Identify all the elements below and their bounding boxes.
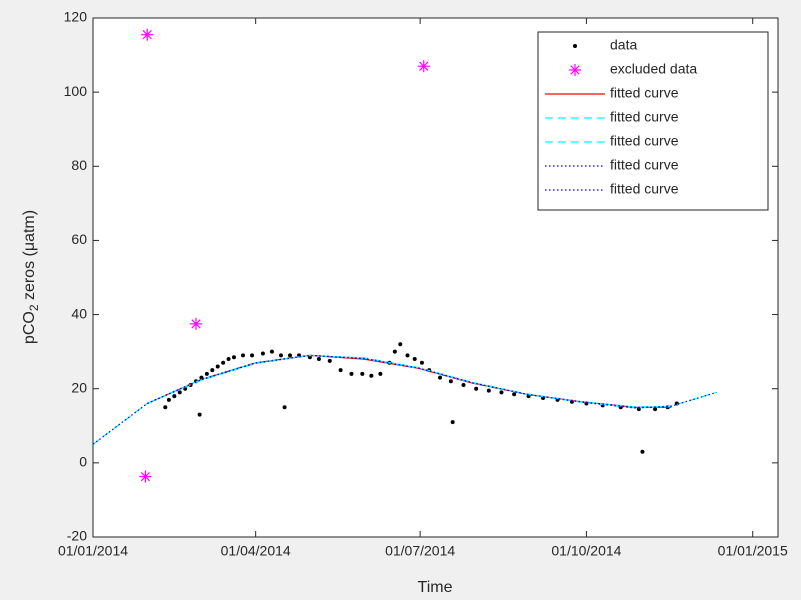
asterisk-marker <box>190 317 203 330</box>
data-point <box>474 386 479 391</box>
data-point <box>360 371 365 376</box>
y-tick-label: 40 <box>71 305 87 321</box>
data-point <box>438 375 443 380</box>
y-tick-label: 120 <box>64 9 88 25</box>
data-point <box>307 355 312 360</box>
data-point <box>210 368 215 373</box>
data-point <box>412 357 417 362</box>
legend-label: fitted curve <box>610 181 679 197</box>
y-label-main: pCO <box>21 311 38 344</box>
data-point <box>260 351 265 356</box>
asterisk-stroke <box>191 319 201 329</box>
data-point <box>448 379 453 384</box>
data-point <box>288 353 293 358</box>
data-point <box>640 449 645 454</box>
asterisk-marker <box>569 64 581 76</box>
data-point <box>369 373 374 378</box>
data-point <box>197 412 202 417</box>
data-point <box>378 371 383 376</box>
asterisk-stroke <box>142 30 152 40</box>
x-axis-label: Time <box>418 579 453 596</box>
data-point <box>419 360 424 365</box>
legend-marker <box>573 44 577 48</box>
data-point <box>278 353 283 358</box>
data-point <box>204 371 209 376</box>
data-point <box>163 405 168 410</box>
y-label-rest: zeros (μatm) <box>21 210 38 305</box>
legend-label: fitted curve <box>610 85 679 101</box>
x-tick-label: 01/04/2014 <box>221 543 291 559</box>
legend-label: fitted curve <box>610 109 679 125</box>
data-point <box>282 405 287 410</box>
data-point <box>486 388 491 393</box>
data-point <box>512 392 517 397</box>
asterisk-marker <box>141 28 154 41</box>
legend-box <box>537 31 769 211</box>
legend-label: fitted curve <box>610 157 679 173</box>
y-axis-label: pCO2 zeros (μatm) <box>21 210 41 344</box>
data-point <box>461 383 466 388</box>
data-point <box>231 355 236 360</box>
y-tick-label: 100 <box>64 83 88 99</box>
asterisk-stroke <box>419 61 429 71</box>
data-point <box>653 407 658 412</box>
x-tick-label: 01/01/2015 <box>718 543 788 559</box>
legend-label: excluded data <box>610 61 697 77</box>
data-point <box>316 357 321 362</box>
fitted-curve <box>92 354 717 445</box>
data-point <box>499 390 504 395</box>
x-tick-label: 01/07/2014 <box>385 543 455 559</box>
legend-label: data <box>610 37 637 53</box>
asterisk-marker <box>417 60 430 73</box>
asterisk-marker <box>139 470 152 483</box>
x-tick-label: 01/01/2014 <box>58 543 128 559</box>
data-point <box>269 349 274 354</box>
data-point <box>349 371 354 376</box>
y-label-sub: 2 <box>27 304 41 311</box>
data-point <box>250 353 255 358</box>
asterisk-stroke <box>140 471 151 482</box>
data-point <box>172 394 177 399</box>
y-tick-label: 80 <box>71 157 87 173</box>
x-tick-label: 01/10/2014 <box>551 543 621 559</box>
data-point <box>405 353 410 358</box>
data-point <box>226 357 231 362</box>
y-tick-label: -20 <box>67 528 87 544</box>
data-point <box>221 360 226 365</box>
y-tick-label: 0 <box>79 454 87 470</box>
data-point <box>241 353 246 358</box>
legend-label: fitted curve <box>610 133 679 149</box>
data-point <box>327 358 332 363</box>
data-point <box>450 420 455 425</box>
data-point <box>177 390 182 395</box>
data-point <box>166 397 171 402</box>
data-point <box>398 342 403 347</box>
y-tick-label: 20 <box>71 379 87 395</box>
data-point <box>392 349 397 354</box>
data-point <box>215 364 220 369</box>
asterisk-stroke <box>570 65 580 75</box>
y-tick-label: 60 <box>71 231 87 247</box>
data-point <box>338 368 343 373</box>
